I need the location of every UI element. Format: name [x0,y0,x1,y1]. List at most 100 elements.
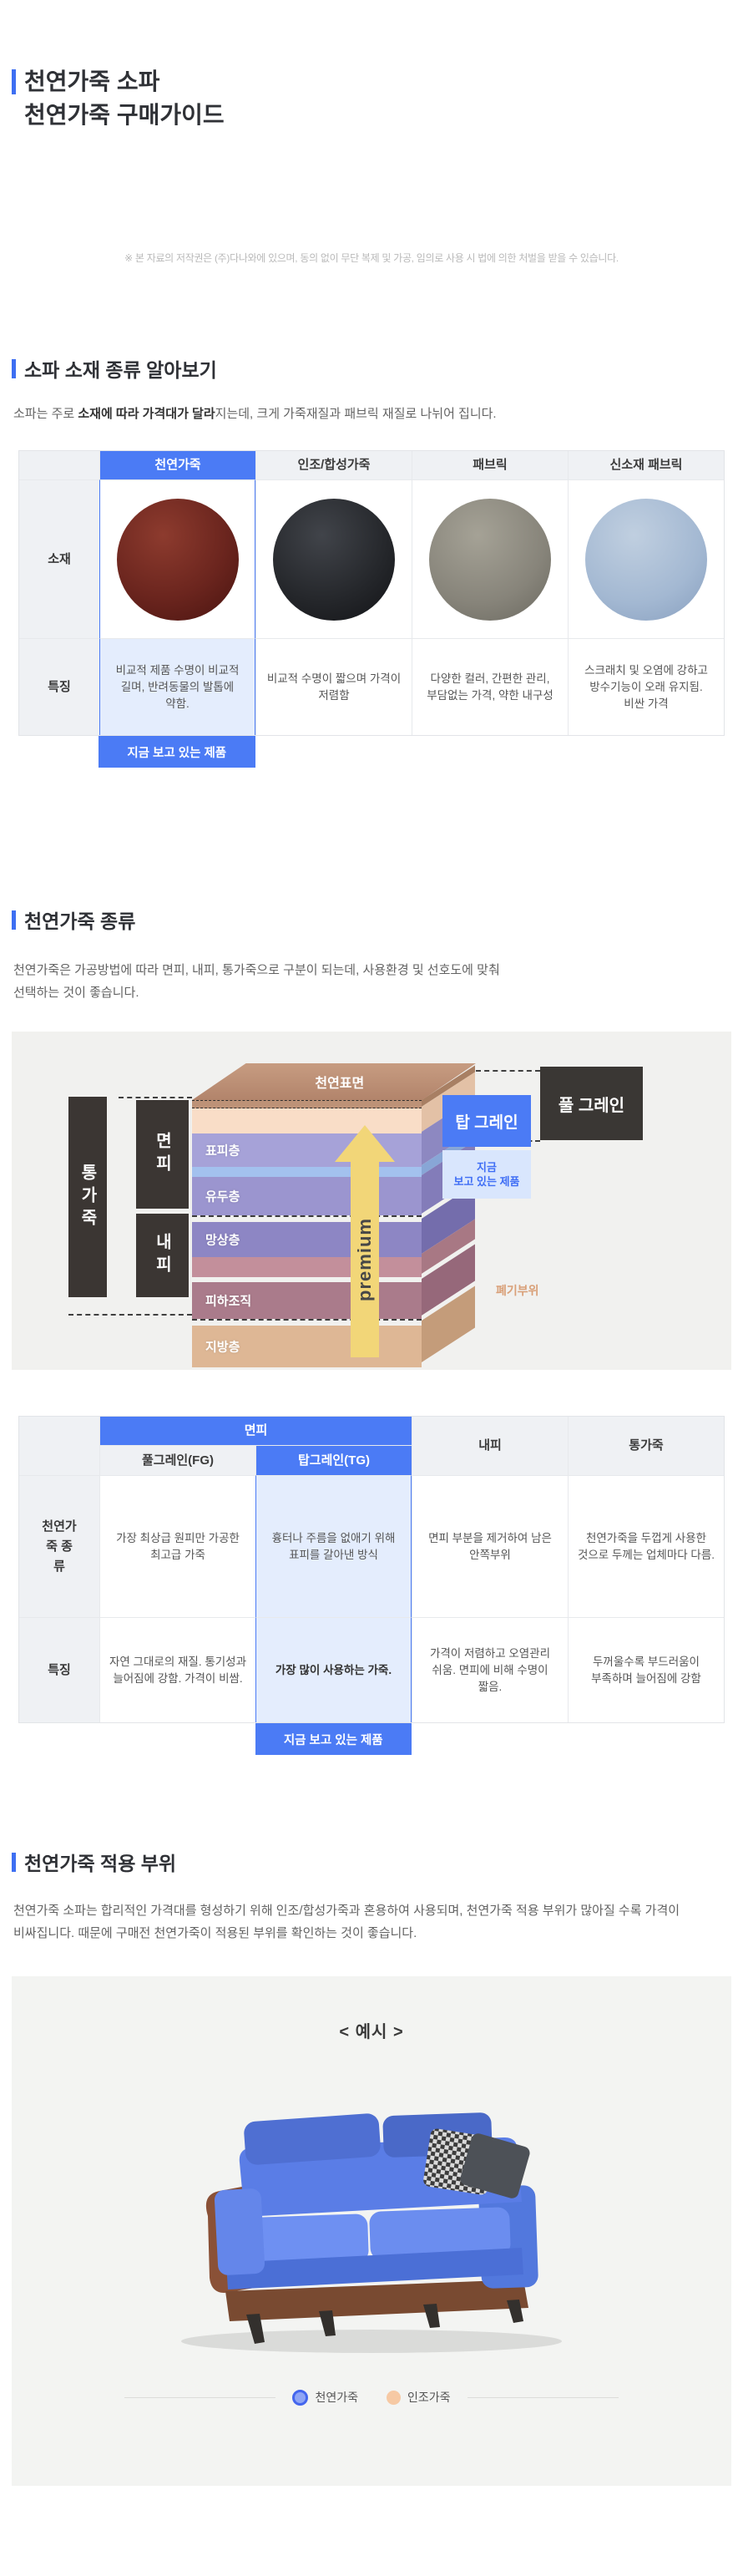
inner-skin-label-box: 내피 [136,1214,189,1297]
table1-feature-synthetic: 비교적 수명이 짧으며 가격이 저렴함 [255,638,412,735]
table2-header-full-grain: 풀그레인(FG) [99,1445,255,1475]
copyright-notice: ※ 본 자료의 저작권은 (주)다나와에 있으며, 동의 없이 무단 복제 및 … [124,252,619,264]
section-title-text: 천연가죽 종류 [24,910,136,932]
section-leather-desc: 천연가죽은 가공방법에 따라 면피, 내피, 통가죽으로 구분이 되는데, 사용… [13,959,728,1004]
whole-leather-label-box: 통가죽 [68,1097,107,1297]
dashed-connector [476,1070,540,1072]
desc-line2: 선택하는 것이 좋습니다. [13,986,139,1000]
legend-item-natural: 천연가죽 [292,2389,358,2406]
table2-row-label-type: 천연가죽 종류 [19,1475,99,1617]
accent-bar [12,1852,16,1872]
top-grain-callout: 탑 그레인 지금 보고 있는 제품 [442,1095,531,1199]
natural-surface-face: 천연표면 [192,1063,476,1100]
accent-bar [12,910,16,930]
table1-swatch-cell-natural [99,479,255,638]
table2-header-whole-leather: 통가죽 [568,1417,724,1475]
premium-label: premium [354,1218,375,1301]
table2-type-full-grain: 가장 최상급 원피만 가공한 최고급 가죽 [99,1475,255,1617]
legend-item-artificial: 인조가죽 [387,2389,451,2406]
waste-part-label: 폐기부위 [496,1284,539,1297]
table2-badge-row: 지금 보고 있는 제품 [18,1723,725,1755]
current-product-badge: 지금 보고 있는 제품 [99,736,255,768]
cut-line [192,1215,422,1222]
page-title-line1: 천연가죽 소파 [24,68,160,94]
legend-label: 인조가죽 [407,2391,451,2404]
desc-bold: 소재에 따라 가격대가 달라 [78,407,215,421]
sofa-illustration [146,2064,597,2365]
table2-feature-top-grain: 가장 많이 사용하는 가죽. [255,1617,412,1722]
dashed-connector [119,1097,192,1098]
section-apply-desc: 천연가죽 소파는 합리적인 가격대를 형성하기 위해 인조/합성가죽과 혼용하여… [13,1904,680,1940]
table1-badge-row: 지금 보고 있는 제품 [18,736,725,768]
current-product-badge: 지금 보고 있는 제품 [255,1723,412,1755]
table2-type-top-grain: 흉터나 주름을 없애기 위해 표피를 갈아낸 방식 [255,1475,412,1617]
page-header: 천연가죽 소파 천연가죽 구매가이드 [12,65,743,132]
subcutis-label: 피하조직 [205,1294,252,1309]
legend-items: 천연가죽 인조가죽 [275,2389,468,2406]
section-material-title: 소파 소재 종류 알아보기 [12,354,743,383]
legend-label: 천연가죽 [315,2391,358,2404]
table1-feature-fabric: 다양한 컬러, 간편한 관리, 부담없는 가격, 약한 내구성 [412,638,568,735]
page-title-line2: 천연가죽 구매가이드 [24,102,225,128]
table1-header-new-fabric: 신소재 패브릭 [568,451,724,479]
table2-type-inner-skin: 면피 부분을 제거하여 남은 안쪽부위 [412,1475,568,1617]
table2-header-inner-skin: 내피 [412,1417,568,1475]
natural-leather-dot-icon [292,2389,309,2406]
badge-line2: 보고 있는 제품 [453,1175,520,1188]
page-title: 천연가죽 소파 천연가죽 구매가이드 [24,65,225,132]
layer-strip-papillary: 유두층 [192,1177,422,1215]
table1-corner-cell [19,451,99,479]
example-label: < 예시 > [339,2023,404,2041]
table1-header-synthetic-leather: 인조/합성가죽 [255,451,412,479]
table1-header-natural-leather: 천연가죽 [99,451,255,479]
accent-bar [12,358,16,378]
inner-skin-label: 내피 [153,1233,171,1278]
top-grain-label: 탑 그레인 [442,1095,531,1147]
guide-page: 천연가죽 소파 천연가죽 구매가이드 ※ 본 자료의 저작권은 (주)다나와에 … [0,65,743,2486]
desc-prefix: 소파는 주로 [13,407,78,421]
top-skin-label: 면피 [153,1132,171,1177]
layer-gap [192,1277,422,1282]
papillary-label: 유두층 [205,1189,240,1204]
new-fabric-swatch [585,498,707,621]
section-apply-title: 천연가죽 적용 부위 [12,1848,743,1876]
table2-corner-cell [19,1417,99,1475]
fat-layer-label: 지방층 [205,1340,240,1355]
arrow-shaft: premium [351,1162,379,1357]
fabric-swatch [429,498,551,621]
artificial-leather-dot-icon [387,2390,401,2405]
layer-strip-reticular: 망상층 [192,1222,422,1257]
section-title-text: 천연가죽 적용 부위 [24,1853,177,1874]
material-legend: 천연가죽 인조가죽 [12,2385,731,2410]
layer-strip [192,1257,422,1277]
diagram-current-product-badge: 지금 보고 있는 제품 [442,1150,531,1199]
top-skin-label-box: 면피 [136,1100,189,1209]
table2-feature-full-grain: 자연 그대로의 재질. 통기성과 늘어짐에 강함. 가격이 비쌈. [99,1617,255,1722]
full-grain-callout: 풀 그레인 [540,1067,643,1140]
natural-leather-swatch [116,498,239,621]
layer-strip-fat: 지방층 [192,1326,422,1367]
whole-leather-label: 통가죽 [78,1163,97,1231]
premium-arrow: premium [335,1125,395,1357]
leather-kind-table: 면피 내피 통가죽 풀그레인(FG) 탑그레인(TG) 천연가죽 종류 가장 최… [18,1416,725,1723]
cut-line [192,1319,422,1326]
table2-header-top-grain: 탑그레인(TG) [255,1445,412,1475]
layer-strip-subcutis: 피하조직 [192,1282,422,1319]
epidermis-label: 표피층 [205,1143,240,1159]
table2-type-whole-leather: 천연가죽을 두껍게 사용한 것으로 두께는 업체마다 다름. [568,1475,724,1617]
table1-feature-new-fabric: 스크래치 및 오염에 강하고 방수기능이 오래 유지됨. 비싼 가격 [568,638,724,735]
surface-edge-strip [192,1100,422,1108]
accent-bar [12,69,16,94]
table2-row-label-feature: 특징 [19,1617,99,1722]
section-title-text: 소파 소재 종류 알아보기 [24,359,217,381]
table1-header-fabric: 패브릭 [412,451,568,479]
example-box: < 예시 > [12,1976,731,2486]
badge-line1: 지금 [477,1161,497,1174]
table1-row-label-material: 소재 [19,479,99,638]
material-comparison-table: 천연가죽 인조/합성가죽 패브릭 신소재 패브릭 소재 특징 비교적 제품 수명… [18,450,725,736]
arrow-head [335,1125,395,1162]
natural-surface-label: 천연표면 [315,1077,365,1091]
table2-feature-whole-leather: 두꺼울수록 부드러움이 부족하며 늘어짐에 강함 [568,1617,724,1722]
desc-line1: 천연가죽은 가공방법에 따라 면피, 내피, 통가죽으로 구분이 되는데, 사용… [13,963,500,977]
table1-swatch-cell-fabric [412,479,568,638]
